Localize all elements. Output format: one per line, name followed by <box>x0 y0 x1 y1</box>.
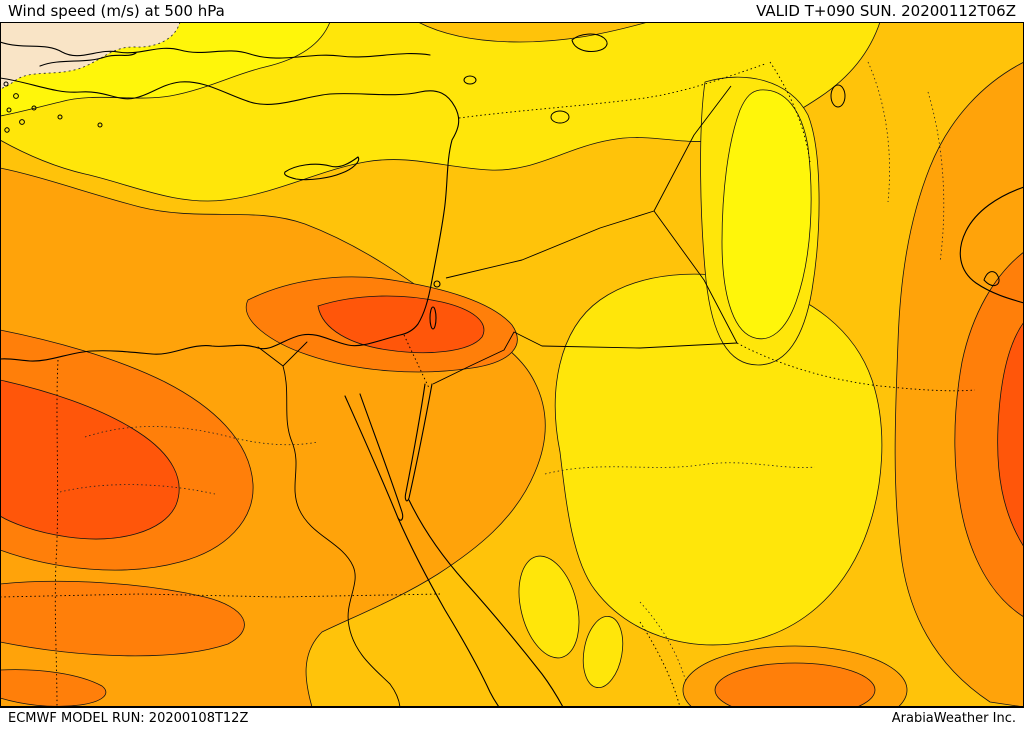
footer-bar: ECMWF MODEL RUN: 20200108T12Z ArabiaWeat… <box>0 707 1024 729</box>
marmara-coast <box>39 52 137 67</box>
weather-map <box>0 22 1024 707</box>
cyprus-island <box>284 156 360 181</box>
aegean-islands <box>3 81 103 133</box>
band-deep-orange-southwest-1 <box>0 580 245 657</box>
band-yellow-redsea-1 <box>518 555 580 659</box>
wind-speed-contour-map <box>0 22 1024 707</box>
persian-gulf-coast <box>959 186 1024 304</box>
band-bright-yellow-arabia <box>721 89 812 340</box>
gulf-of-suez <box>344 393 404 521</box>
dead-sea <box>429 306 437 330</box>
lake-van <box>571 33 608 52</box>
band-red-orange-levant <box>317 295 485 354</box>
qatar-peninsula <box>983 271 1000 286</box>
credit-label: ArabiaWeather Inc. <box>891 711 1016 726</box>
valid-time-label: VALID T+090 SUN. 20200112T06Z <box>756 2 1016 20</box>
band-yellow-arabia <box>554 273 883 646</box>
dotted-contour-lines <box>59 61 945 683</box>
country-borders-dotted <box>0 61 976 707</box>
blacksea-coast <box>0 41 431 59</box>
lake-urmia <box>830 84 846 108</box>
coastlines <box>0 33 1024 707</box>
band-red-orange-east-edge <box>997 321 1024 548</box>
mediterranean-levant-coast <box>0 77 460 362</box>
band-deep-orange-southeast <box>714 662 876 707</box>
band-cream-blacksea <box>0 22 181 90</box>
band-deep-orange-east <box>954 251 1024 618</box>
contour-band-fills <box>0 22 1024 707</box>
model-run-label: ECMWF MODEL RUN: 20200108T12Z <box>8 711 249 726</box>
header-bar: Wind speed (m/s) at 500 hPa VALID T+090 … <box>0 0 1024 22</box>
anatolia-lake <box>463 75 477 85</box>
lake-tuz <box>550 110 570 124</box>
band-deep-orange-southwest-2 <box>0 669 107 707</box>
country-borders-solid <box>432 85 738 385</box>
nile-river <box>282 365 401 707</box>
red-sea-west-coast <box>397 517 500 707</box>
map-title: Wind speed (m/s) at 500 hPa <box>8 2 225 20</box>
band-red-orange-egypt <box>0 379 180 540</box>
red-sea-east-coast <box>408 499 564 707</box>
band-yellow-redsea-2 <box>582 615 624 689</box>
sea-of-galilee <box>433 280 441 288</box>
gulf-of-aqaba <box>404 383 433 502</box>
